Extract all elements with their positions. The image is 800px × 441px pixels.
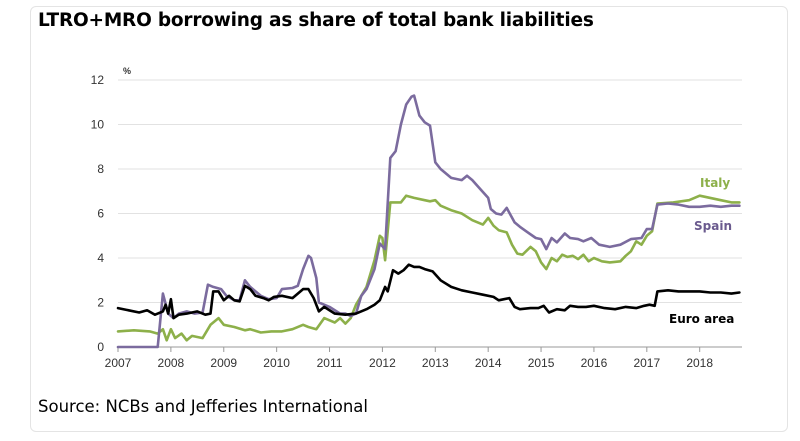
x-tick-label: 2007 [105,356,132,370]
series-labels: Italy Spain Euro area [669,176,734,326]
x-tick-label: 2014 [475,356,502,370]
x-tick-label: 2013 [422,356,449,370]
x-tick-label: 2016 [581,356,608,370]
x-tick-label: 2015 [528,356,555,370]
source-note: Source: NCBs and Jefferies International [38,397,368,416]
series-line-spain [116,94,741,349]
x-tick-label: 2008 [158,356,185,370]
series-label-spain: Spain [694,219,732,233]
gridlines [118,79,742,303]
series-label-italy: Italy [700,176,730,190]
y-tick-label: 6 [97,207,104,221]
x-tick-label: 2009 [210,356,237,370]
x-tick-label: 2017 [633,356,660,370]
y-tick-label: 2 [97,296,104,310]
y-tick-label: 10 [91,118,105,132]
series-lines [116,94,741,349]
y-tick-label: 0 [97,340,104,354]
y-tick-label: 4 [97,251,104,265]
chart-frame [30,6,788,432]
chart-title: LTRO+MRO borrowing as share of total ban… [38,10,594,31]
y-tick-label: 12 [91,73,105,87]
y-tick-label: 8 [97,162,104,176]
series-line-euro-area [116,263,741,320]
x-tick-label: 2018 [686,356,713,370]
x-tick-label: 2010 [263,356,290,370]
series-label-euro-area: Euro area [669,312,734,326]
x-tick-label: 2012 [369,356,396,370]
y-axis-unit: % [123,66,131,76]
x-tick-label: 2011 [317,356,343,370]
series-line-italy [116,194,741,342]
axes: 0 2 4 6 8 10 12% 2007 2008 2009 2010 2011 2012 2013 20… [91,66,742,370]
